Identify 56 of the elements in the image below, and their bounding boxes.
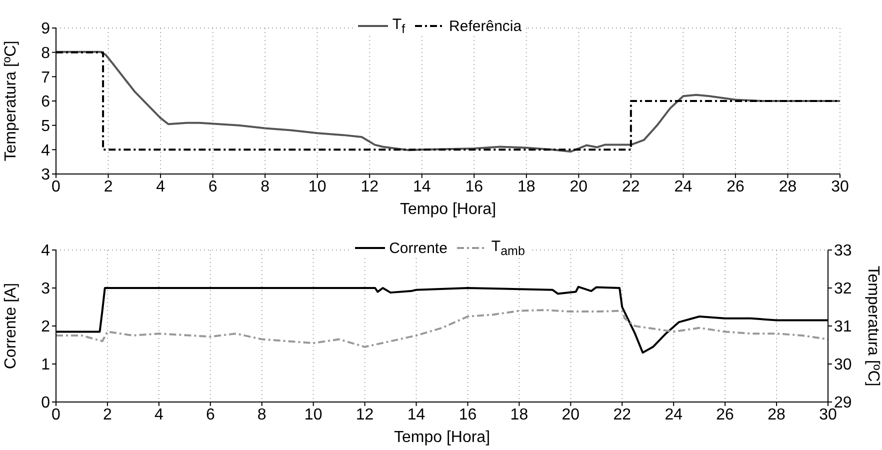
x-tick-label: 26	[716, 406, 734, 424]
y-tick-label: 8	[41, 45, 50, 62]
x-tick-label: 30	[819, 406, 837, 424]
y-tick-label: 2	[41, 318, 50, 336]
y-axis-title: Temperatura [ºC]	[2, 40, 20, 162]
x-tick-label: 12	[356, 406, 374, 424]
y-axis-title: Corrente [A]	[2, 282, 20, 370]
x-tick-label: 20	[562, 406, 580, 424]
x-tick-label: 16	[465, 178, 484, 196]
legend-label: T$_{f}$	[392, 16, 406, 36]
x-axis-title: Tempo [Hora]	[400, 201, 496, 218]
y-tick-label: 5	[41, 118, 50, 136]
x-tick-label: 4	[154, 406, 164, 424]
x-tick-label: 28	[778, 178, 797, 196]
x-axis-title: Tempo [Hora]	[394, 429, 490, 446]
y2-axis-title: Temperatura [ºC]	[864, 266, 882, 386]
y2-tick-label: 30	[834, 356, 852, 374]
x-tick-label: 26	[726, 178, 744, 196]
x-tick-label: 4	[156, 178, 166, 196]
x-tick-label: 6	[206, 406, 215, 424]
y-tick-label: 0	[41, 394, 50, 412]
y-tick-label: 4	[41, 142, 50, 160]
x-tick-label: 8	[257, 406, 266, 424]
y-tick-label: 1	[41, 356, 50, 374]
x-tick-label: 20	[570, 178, 588, 196]
y-tick-label: 6	[41, 94, 50, 111]
x-tick-label: 18	[518, 178, 536, 196]
y-tick-label: 9	[41, 20, 50, 38]
y-tick-label: 3	[41, 166, 50, 184]
x-tick-label: 6	[208, 178, 218, 196]
x-tick-label: 12	[360, 178, 379, 196]
x-tick-label: 8	[260, 178, 270, 196]
y2-tick-label: 31	[834, 318, 852, 336]
x-tick-label: 22	[613, 406, 632, 424]
x-tick-label: 10	[304, 406, 322, 424]
y-tick-label: 3	[41, 280, 50, 298]
x-tick-label: 10	[308, 178, 326, 196]
x-tick-label: 2	[104, 178, 113, 196]
x-tick-label: 14	[412, 178, 431, 196]
x-tick-label: 2	[103, 406, 112, 424]
x-tick-label: 24	[664, 406, 683, 424]
x-tick-label: 14	[407, 406, 426, 424]
line-series	[56, 309, 828, 348]
x-tick-label: 22	[622, 178, 640, 196]
y2-tick-label: 32	[834, 280, 852, 298]
y-tick-label: 4	[41, 242, 50, 260]
legend-label: T$_{amb}$	[491, 238, 525, 258]
y2-tick-label: 33	[834, 242, 852, 260]
x-tick-label: 30	[831, 178, 849, 196]
y-tick-label: 7	[41, 69, 50, 86]
x-tick-label: 28	[768, 406, 786, 424]
x-tick-label: 16	[458, 406, 477, 424]
legend-label: Referência	[449, 18, 522, 34]
x-tick-label: 18	[510, 406, 528, 424]
legend-label: Corrente	[389, 240, 448, 256]
x-tick-label: 24	[674, 178, 692, 196]
